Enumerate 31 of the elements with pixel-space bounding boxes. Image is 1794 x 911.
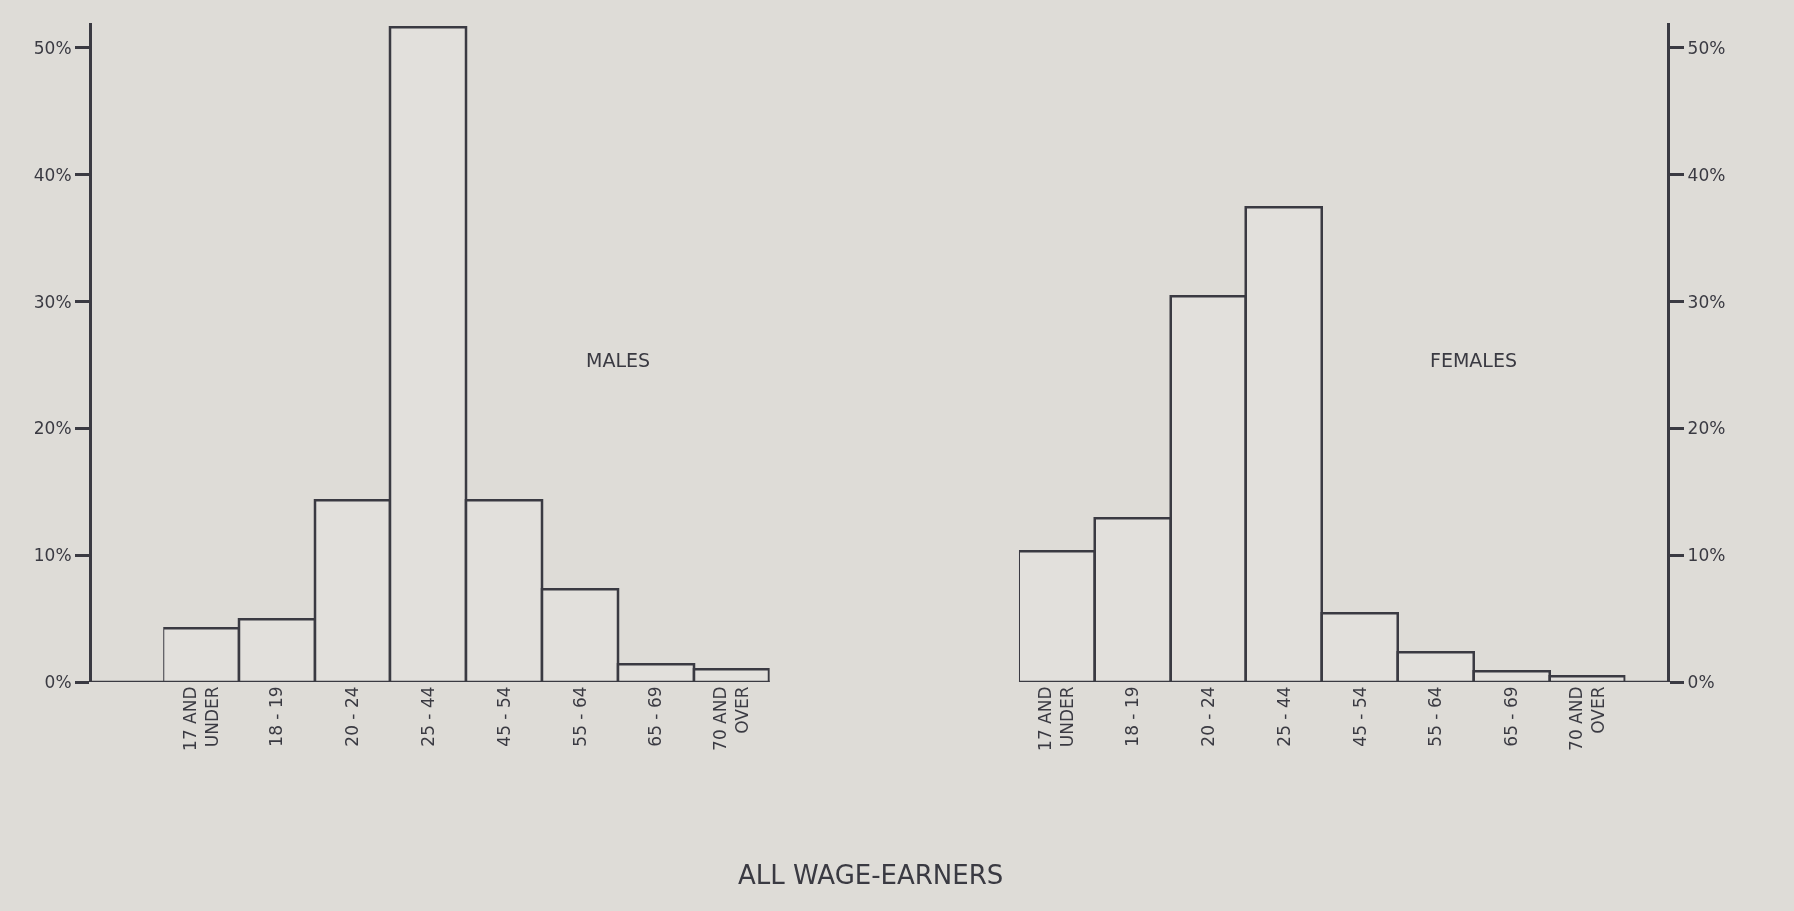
y-tick-label: 30%	[33, 291, 72, 312]
x-tick-label: 55 - 64	[569, 686, 590, 747]
y2-tick-label: 20%	[1687, 418, 1726, 439]
y2-tick-label: 10%	[1687, 545, 1726, 566]
y-tick-label: 10%	[33, 545, 72, 566]
y2-tick-label: 50%	[1687, 37, 1726, 58]
x-tick-label: 25 - 44	[1273, 686, 1294, 747]
y-tick-label: 0%	[44, 672, 72, 693]
x-tick-label: 65 - 69	[1501, 686, 1522, 747]
x-tick-label: 17 AND UNDER	[1035, 686, 1078, 751]
x-tick-label: 25 - 44	[418, 686, 439, 747]
x-tick-label: 70 AND OVER	[1565, 686, 1609, 751]
text: ALL WAGE-EARNERS	[738, 860, 1004, 890]
y-tick-label: 20%	[33, 418, 72, 439]
y2-tick-label: 0%	[1687, 672, 1715, 693]
y-tick-label: 40%	[33, 164, 72, 185]
y2-tick-label: 30%	[1687, 291, 1726, 312]
y2-tick-label: 40%	[1687, 164, 1726, 185]
x-tick-label: 17 AND UNDER	[179, 686, 222, 751]
annotation: FEMALES	[1430, 349, 1517, 371]
x-tick-label: 45 - 54	[493, 686, 514, 747]
x-tick-label: 65 - 69	[645, 686, 666, 747]
x-tick-label: 70 AND OVER	[710, 686, 753, 751]
x-tick-label: 45 - 54	[1349, 686, 1370, 747]
x-tick-label: 18 - 19	[1122, 686, 1143, 747]
y-tick-label: 50%	[33, 37, 72, 58]
x-tick-label: 20 - 24	[1198, 686, 1219, 747]
x-tick-label: 55 - 64	[1425, 686, 1446, 747]
x-tick-label: 18 - 19	[266, 686, 287, 747]
x-tick-label: 20 - 24	[342, 686, 363, 747]
annotation: MALES	[586, 349, 651, 371]
